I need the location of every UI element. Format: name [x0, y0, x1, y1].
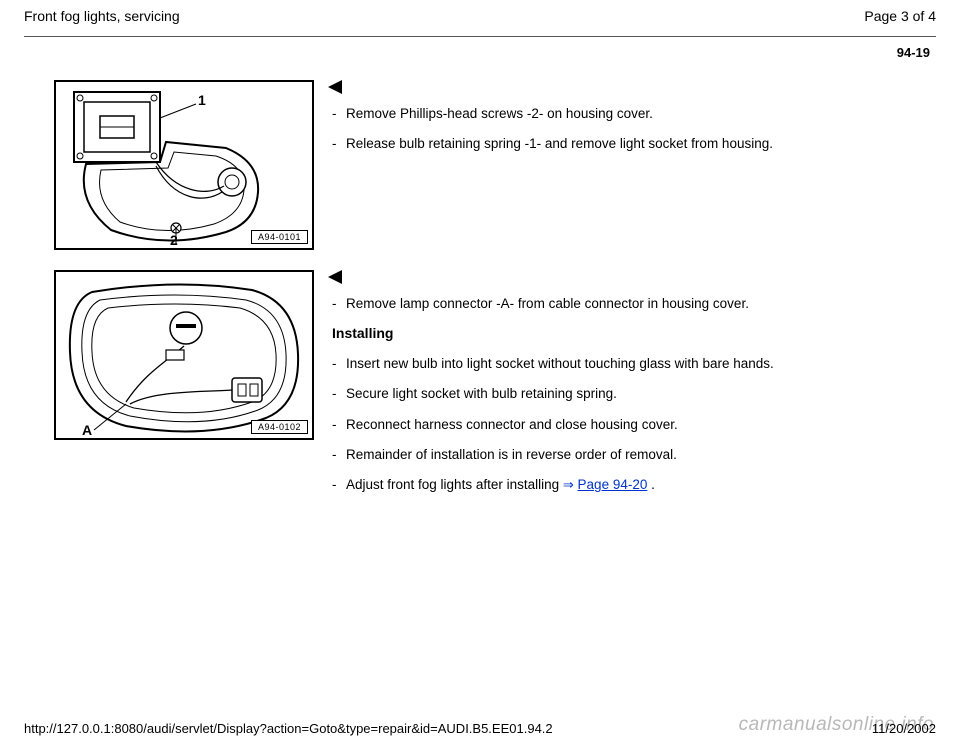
- bullet-dash: -: [332, 295, 346, 313]
- page-link[interactable]: Page 94-20: [578, 477, 648, 492]
- pointer-row: [332, 270, 916, 289]
- figure-code-2: A94-0102: [251, 420, 308, 434]
- link-arrow-icon: ⇒: [563, 477, 574, 492]
- doc-title: Front fog lights, servicing: [24, 8, 180, 24]
- step-text: Remove lamp connector -A- from cable con…: [346, 295, 749, 313]
- step-list-2a: - Remove lamp connector -A- from cable c…: [332, 295, 916, 313]
- installing-heading: Installing: [332, 325, 916, 341]
- list-item: - Secure light socket with bulb retainin…: [332, 385, 916, 403]
- list-item: - Insert new bulb into light socket with…: [332, 355, 916, 373]
- list-item: - Reconnect harness connector and close …: [332, 416, 916, 434]
- pointer-left-icon: [328, 270, 342, 284]
- step-text: Remove Phillips-head screws -2- on housi…: [346, 105, 653, 123]
- page-footer: http://127.0.0.1:8080/audi/servlet/Displ…: [0, 721, 960, 736]
- step-text: Release bulb retaining spring -1- and re…: [346, 135, 773, 153]
- figure-lamp-connector: A A94-0102: [54, 270, 314, 440]
- section-reference: 94-19: [24, 45, 930, 60]
- page-root: Front fog lights, servicing Page 3 of 4 …: [0, 0, 960, 742]
- bullet-dash: -: [332, 355, 346, 373]
- page-header: Front fog lights, servicing Page 3 of 4: [24, 8, 936, 24]
- header-rule: [24, 36, 936, 37]
- link-step-prefix: Adjust front fog lights after installing: [346, 477, 563, 492]
- content-block-1: 1 2 A94-0101 - Remove Phillips-head scre…: [24, 80, 936, 250]
- list-item: - Remainder of installation is in revers…: [332, 446, 916, 464]
- step-list-1: - Remove Phillips-head screws -2- on hou…: [332, 105, 916, 153]
- list-item: - Adjust front fog lights after installi…: [332, 476, 916, 494]
- text-column-1: - Remove Phillips-head screws -2- on hou…: [332, 80, 936, 165]
- footer-url: http://127.0.0.1:8080/audi/servlet/Displ…: [24, 721, 553, 736]
- step-text: Insert new bulb into light socket withou…: [346, 355, 774, 373]
- content-block-2: A A94-0102 - Remove lamp connector -A- f…: [24, 270, 936, 506]
- pointer-left-icon: [328, 80, 342, 94]
- bullet-dash: -: [332, 446, 346, 464]
- step-list-2b: - Insert new bulb into light socket with…: [332, 355, 916, 494]
- bullet-dash: -: [332, 385, 346, 403]
- bullet-dash: -: [332, 105, 346, 123]
- bullet-dash: -: [332, 135, 346, 153]
- figure-callout-1: 1: [198, 92, 206, 108]
- figure-callout-A: A: [82, 422, 92, 438]
- figure-callout-2: 2: [170, 232, 178, 248]
- text-column-2: - Remove lamp connector -A- from cable c…: [332, 270, 936, 506]
- figure-housing-cover: 1 2 A94-0101: [54, 80, 314, 250]
- list-item: - Remove Phillips-head screws -2- on hou…: [332, 105, 916, 123]
- step-text: Reconnect harness connector and close ho…: [346, 416, 678, 434]
- list-item: - Release bulb retaining spring -1- and …: [332, 135, 916, 153]
- list-item: - Remove lamp connector -A- from cable c…: [332, 295, 916, 313]
- bullet-dash: -: [332, 416, 346, 434]
- link-step-suffix: .: [647, 477, 655, 492]
- step-text-with-link: Adjust front fog lights after installing…: [346, 476, 655, 494]
- pointer-row: [332, 80, 916, 99]
- footer-date: 11/20/2002: [872, 721, 936, 736]
- step-text: Secure light socket with bulb retaining …: [346, 385, 617, 403]
- figure-code-1: A94-0101: [251, 230, 308, 244]
- step-text: Remainder of installation is in reverse …: [346, 446, 677, 464]
- bullet-dash: -: [332, 476, 346, 494]
- page-indicator: Page 3 of 4: [864, 8, 936, 24]
